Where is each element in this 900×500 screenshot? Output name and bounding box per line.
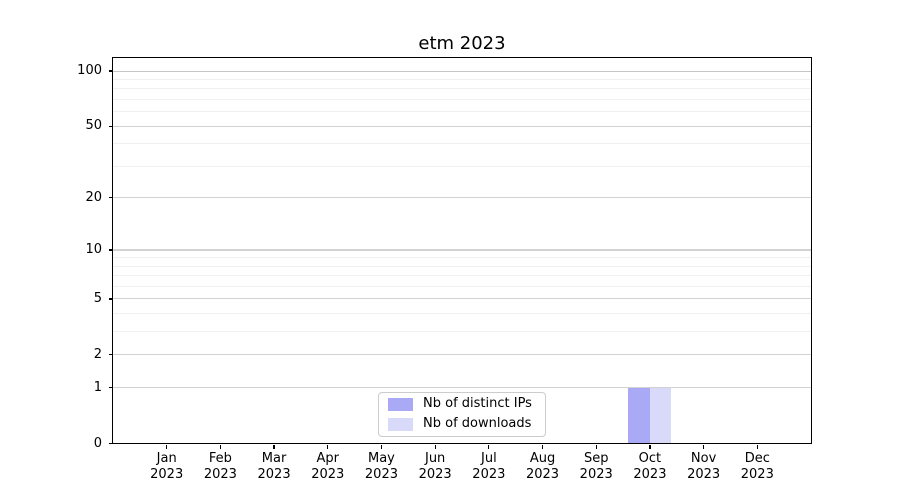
- x-tick-label-jul: Jul 2023: [472, 450, 506, 482]
- gridline-major-y1: [113, 387, 811, 389]
- x-tick-label-dec: Dec 2023: [740, 450, 774, 482]
- gridline-major-y10: [113, 249, 811, 251]
- y-tick-label-2: 2: [93, 346, 102, 362]
- bar-distinct-ips-oct: [628, 387, 650, 444]
- gridline-major-y20: [113, 197, 811, 199]
- x-tick-label-apr: Apr 2023: [311, 450, 345, 482]
- gridline-major-y5: [113, 298, 811, 300]
- y-tick-100: [108, 70, 113, 72]
- legend-swatch-distinct-ips: [388, 397, 413, 411]
- legend-label-downloads: Nb of downloads: [423, 416, 532, 431]
- x-tick-jan: [166, 444, 168, 449]
- legend-item-distinct-ips: Nb of distinct IPs: [388, 396, 536, 412]
- gridline-major-y2: [113, 354, 811, 356]
- x-tick-jun: [434, 444, 436, 449]
- x-tick-may: [380, 444, 383, 449]
- y-tick-5: [108, 298, 113, 300]
- gridline-minor-y60: [113, 111, 811, 113]
- y-tick-label-5: 5: [93, 290, 102, 306]
- y-tick-10: [108, 249, 113, 251]
- y-tick-2: [108, 354, 113, 356]
- x-tick-feb: [219, 444, 222, 449]
- gridline-major-y50: [113, 125, 811, 127]
- plot-area: [113, 58, 811, 444]
- x-tick-label-may: May 2023: [364, 450, 398, 482]
- y-tick-1: [108, 386, 113, 389]
- gridline-minor-y4: [113, 313, 811, 315]
- gridline-minor-y90: [113, 78, 811, 80]
- gridline-minor-y70: [113, 98, 811, 101]
- gridline-minor-y30: [113, 165, 811, 167]
- x-tick-apr: [327, 444, 329, 449]
- legend-item-downloads: Nb of downloads: [388, 416, 536, 432]
- bar-downloads-oct: [649, 387, 672, 444]
- gridline-minor-y3: [113, 331, 811, 333]
- x-tick-mar: [273, 444, 275, 449]
- gridline-minor-y9: [113, 257, 811, 259]
- x-tick-label-oct: Oct 2023: [633, 450, 667, 482]
- x-tick-label-sep: Sep 2023: [579, 450, 613, 482]
- x-tick-label-mar: Mar 2023: [257, 450, 291, 482]
- gridline-minor-y6: [113, 285, 811, 287]
- y-tick-label-100: 100: [77, 63, 102, 79]
- x-tick-label-jun: Jun 2023: [418, 450, 452, 482]
- chart-title: etm 2023: [418, 33, 506, 54]
- gridline-minor-y80: [113, 88, 811, 90]
- x-tick-sep: [595, 444, 597, 449]
- y-tick-0: [108, 442, 113, 445]
- x-tick-oct: [649, 444, 651, 449]
- x-tick-dec: [756, 444, 758, 449]
- x-tick-label-feb: Feb 2023: [203, 450, 237, 482]
- legend-label-distinct-ips: Nb of distinct IPs: [423, 396, 532, 411]
- x-tick-label-nov: Nov 2023: [687, 450, 721, 482]
- gridline-minor-y8: [113, 265, 811, 267]
- y-tick-label-1: 1: [93, 379, 102, 395]
- y-tick-label-20: 20: [85, 189, 102, 205]
- gridline-minor-y7: [113, 275, 811, 277]
- x-tick-jul: [488, 444, 490, 449]
- y-tick-20: [108, 197, 113, 199]
- legend-swatch-downloads: [388, 417, 413, 431]
- x-tick-label-aug: Aug 2023: [525, 450, 560, 482]
- legend: Nb of distinct IPs Nb of downloads: [378, 391, 546, 437]
- y-tick-50: [108, 125, 113, 127]
- y-tick-label-10: 10: [85, 241, 102, 257]
- gridline-major-y100: [113, 70, 811, 72]
- y-tick-label-0: 0: [93, 435, 102, 451]
- y-tick-label-50: 50: [85, 118, 102, 134]
- x-tick-aug: [541, 444, 544, 449]
- gridline-minor-y40: [113, 143, 811, 145]
- x-tick-nov: [702, 444, 705, 449]
- x-tick-label-jan: Jan 2023: [150, 450, 184, 482]
